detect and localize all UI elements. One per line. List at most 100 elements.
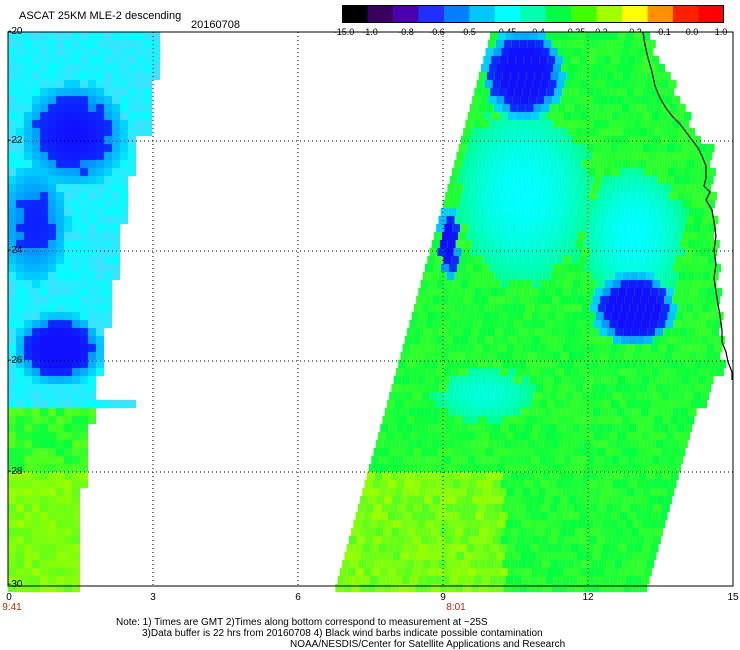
wind-cell xyxy=(24,528,32,536)
wind-cell xyxy=(24,552,32,560)
wind-cell xyxy=(659,200,667,208)
wind-cell xyxy=(610,488,619,496)
wind-cell xyxy=(561,64,569,72)
wind-cell xyxy=(709,304,718,312)
wind-cell xyxy=(566,272,575,280)
wind-cell xyxy=(8,152,16,160)
wind-cell xyxy=(489,520,498,528)
wind-cell xyxy=(403,568,412,576)
wind-cell xyxy=(518,216,527,224)
wind-cell xyxy=(80,432,88,440)
wind-cell xyxy=(660,480,669,488)
wind-cell xyxy=(40,472,48,480)
wind-cell xyxy=(493,104,502,112)
wind-cell xyxy=(16,200,24,208)
wind-cell xyxy=(48,144,56,152)
wind-cell xyxy=(72,248,80,256)
wind-cell xyxy=(483,256,492,264)
wind-cell xyxy=(473,320,482,328)
wind-cell xyxy=(537,120,546,128)
wind-cell xyxy=(699,312,708,320)
wind-cell xyxy=(538,288,547,296)
wind-cell xyxy=(511,128,520,136)
wind-cell xyxy=(601,576,610,584)
wind-cell xyxy=(511,184,520,192)
wind-cell xyxy=(494,472,503,480)
wind-cell xyxy=(514,344,523,352)
wind-cell xyxy=(144,96,152,104)
wind-cell xyxy=(560,408,569,416)
wind-cell xyxy=(527,328,536,336)
wind-cell xyxy=(445,304,454,312)
wind-cell xyxy=(597,392,606,400)
wind-cell xyxy=(8,432,16,440)
wind-cell xyxy=(552,496,561,504)
wind-cell xyxy=(569,464,577,472)
wind-cell xyxy=(433,320,442,328)
wind-cell xyxy=(493,304,502,312)
wind-cell xyxy=(695,384,704,392)
wind-cell xyxy=(583,128,592,136)
wind-cell xyxy=(96,152,104,160)
wind-cell xyxy=(637,248,646,256)
wind-cell xyxy=(512,152,521,160)
wind-cell xyxy=(414,360,423,368)
wind-cell xyxy=(555,456,564,464)
wind-cell xyxy=(630,472,639,480)
wind-cell xyxy=(625,464,633,472)
plot-frame xyxy=(7,31,734,587)
wind-cell xyxy=(617,120,626,128)
wind-cell xyxy=(604,424,613,432)
wind-cell xyxy=(8,216,16,224)
wind-cell xyxy=(56,104,64,112)
wind-cell xyxy=(483,512,492,520)
wind-cell xyxy=(647,528,656,536)
wind-cell xyxy=(448,552,457,560)
wind-cell xyxy=(520,208,529,216)
wind-cell xyxy=(517,392,526,400)
wind-cell xyxy=(505,520,514,528)
wind-cell xyxy=(16,504,24,512)
wind-cell xyxy=(560,352,569,360)
wind-cell xyxy=(706,232,714,240)
wind-cell xyxy=(675,256,684,264)
wind-cell xyxy=(701,392,710,400)
wind-cell xyxy=(651,112,660,120)
wind-cell xyxy=(666,88,675,96)
wind-cell xyxy=(56,392,64,400)
wind-cell xyxy=(491,56,500,64)
wind-cell xyxy=(410,432,418,440)
wind-cell xyxy=(635,568,644,576)
wind-cell xyxy=(604,536,613,544)
wind-cell xyxy=(612,136,621,144)
wind-cell xyxy=(335,584,344,592)
wind-cell xyxy=(608,352,617,360)
wind-cell xyxy=(661,304,670,312)
wind-cell xyxy=(72,376,80,384)
wind-cell xyxy=(622,416,631,424)
wind-cell xyxy=(529,120,538,128)
wind-cell xyxy=(495,440,504,448)
wind-cell xyxy=(646,72,655,80)
wind-cell xyxy=(600,408,609,416)
wind-cell xyxy=(510,216,519,224)
wind-cell xyxy=(144,72,152,80)
wind-cell xyxy=(493,504,502,512)
wind-cell xyxy=(96,248,104,256)
wind-cell xyxy=(514,232,522,240)
wind-cell xyxy=(669,448,678,456)
wind-cell xyxy=(680,208,689,216)
wind-cell xyxy=(390,560,399,568)
wind-cell xyxy=(433,576,442,584)
wind-cell xyxy=(357,504,366,512)
wind-cell xyxy=(591,128,600,136)
wind-cell xyxy=(8,464,16,472)
wind-cell xyxy=(8,536,16,544)
wind-cell xyxy=(478,272,487,280)
wind-cell xyxy=(532,280,541,288)
wind-cell xyxy=(503,584,512,592)
wind-cell xyxy=(391,440,400,448)
wind-cell xyxy=(469,448,478,456)
wind-cell xyxy=(613,248,622,256)
wind-cell xyxy=(593,176,602,184)
